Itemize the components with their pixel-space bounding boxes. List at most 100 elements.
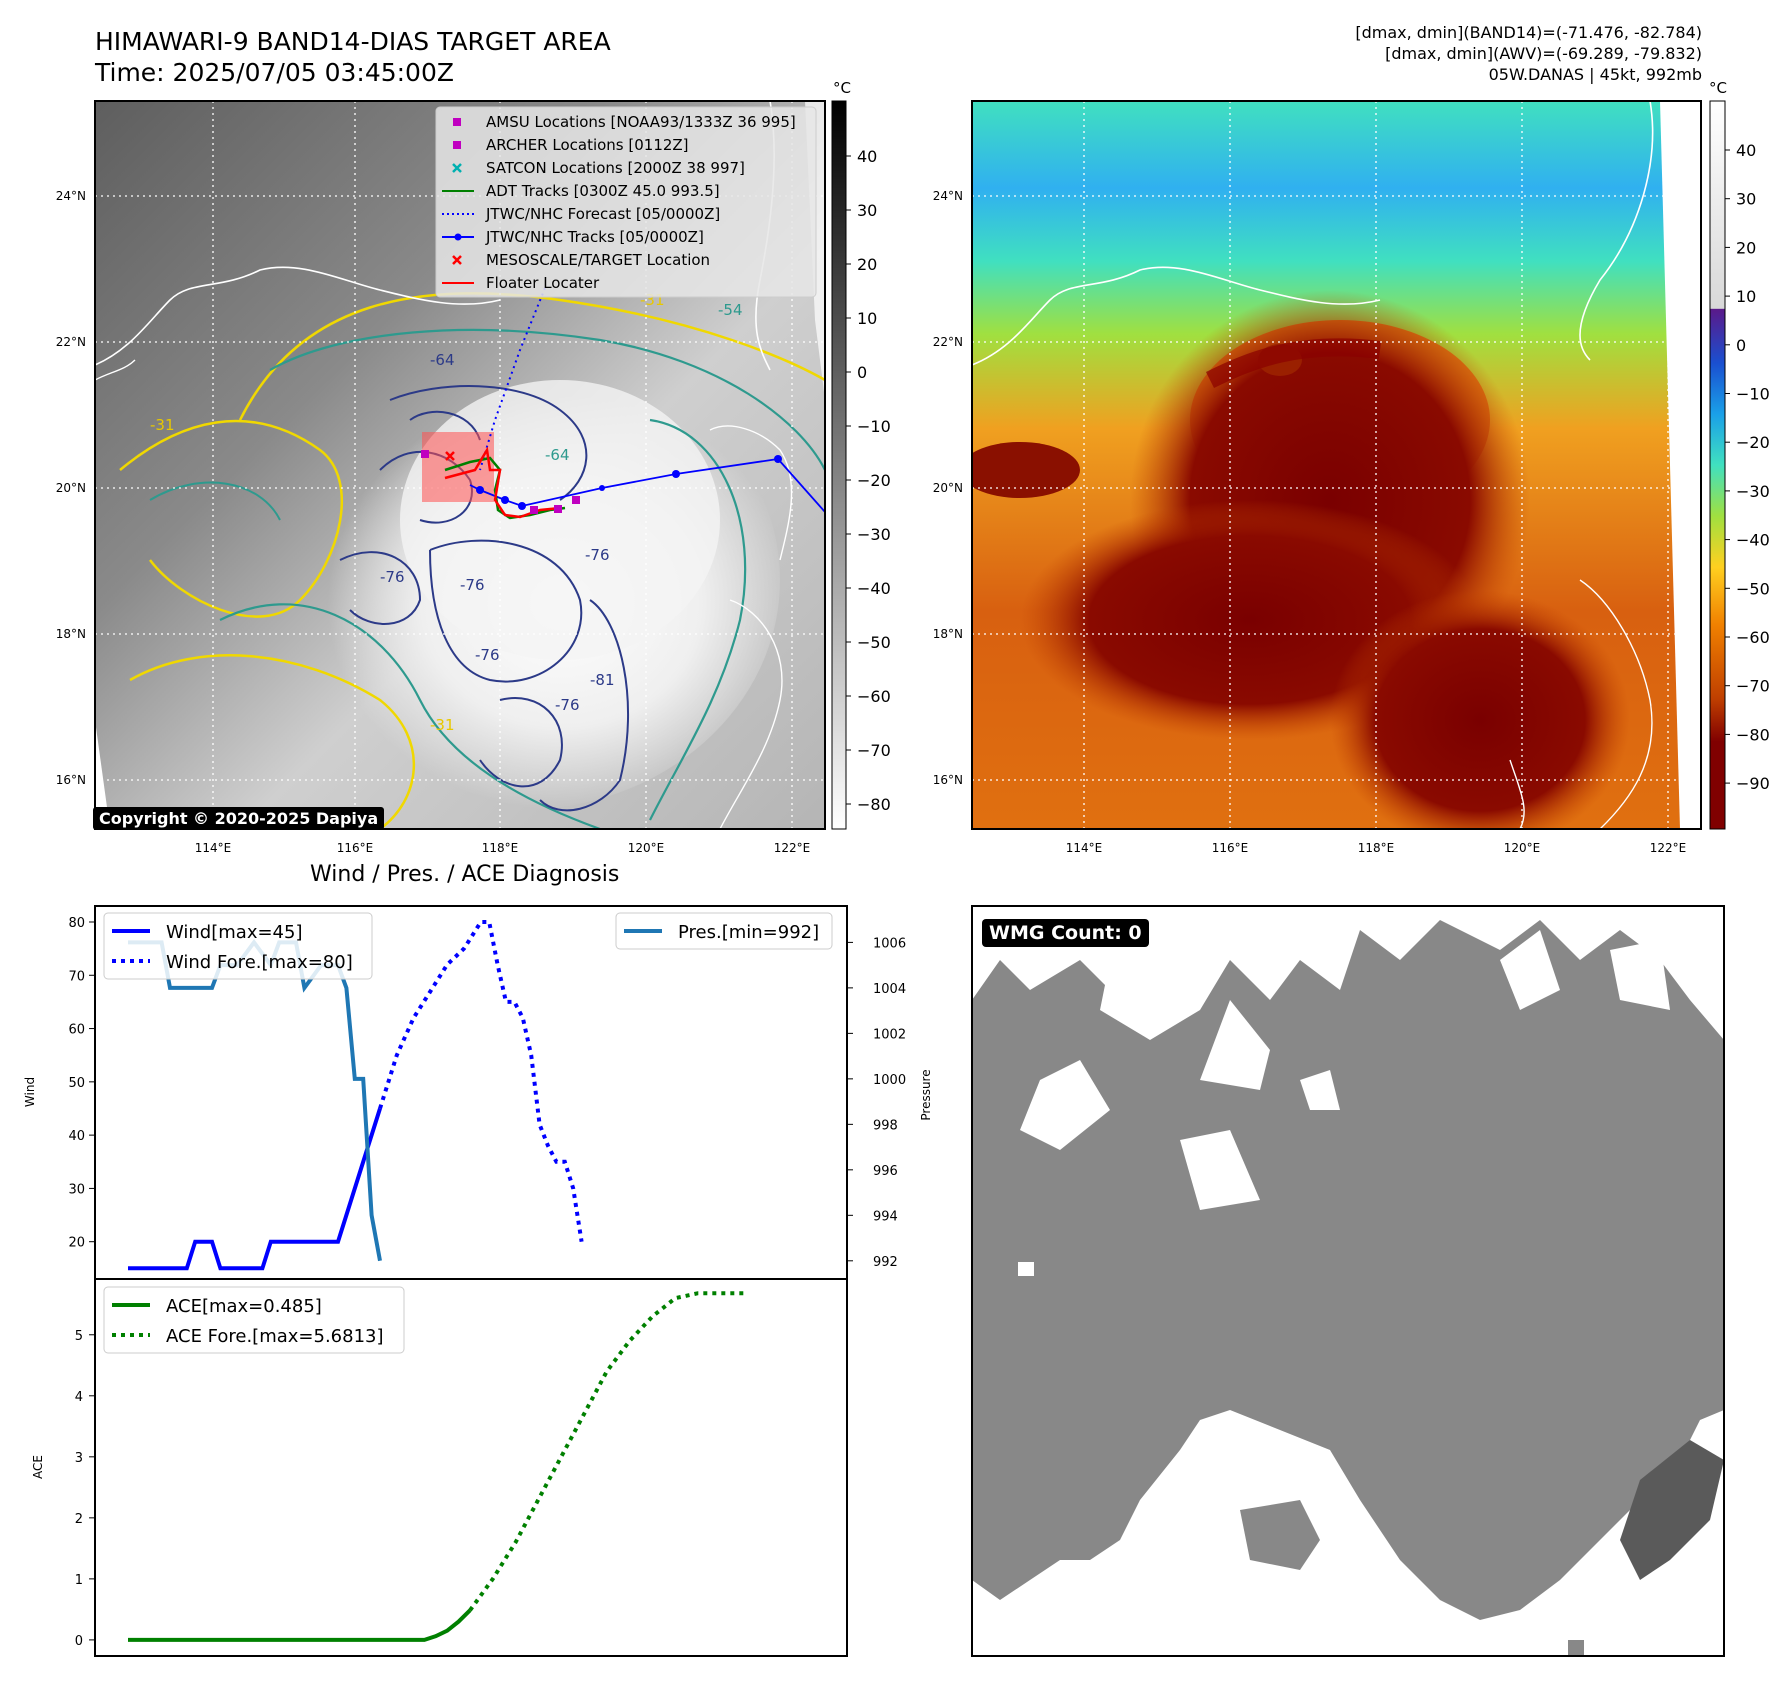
legend-item: JTWC/NHC Tracks [05/0000Z] <box>442 228 704 246</box>
lat-label: 22°N <box>56 335 86 349</box>
legend-label: ARCHER Locations [0112Z] <box>486 136 689 154</box>
ace-tick-label: 1 <box>75 1573 83 1588</box>
wind-tick-label: 50 <box>68 1076 85 1091</box>
lon-label: 120°E <box>628 841 665 855</box>
colorbar-tick-label: 0 <box>1736 336 1746 355</box>
title-line-2: Time: 2025/07/05 03:45:00Z <box>95 58 454 87</box>
lon-label: 122°E <box>774 841 811 855</box>
ace-tick-label: 2 <box>75 1512 83 1527</box>
wind-tick-label: 60 <box>68 1023 85 1038</box>
colorbar-tick-label: −30 <box>1736 482 1770 501</box>
contour-label: -64 <box>430 351 455 369</box>
ace-series-line-1 <box>468 1291 744 1612</box>
legend-marker-dot <box>454 233 462 241</box>
contour-label: -54 <box>718 301 743 319</box>
colorbar-tick-label: −10 <box>1736 385 1770 404</box>
contour-label: -76 <box>460 576 485 594</box>
legend-item: AMSU Locations [NOAA93/1333Z 36 995] <box>453 113 796 131</box>
lat-label: 16°N <box>933 773 963 787</box>
band14-map: -54 -64 -76 -76 -76 -76 -81 -31 -31 -31 … <box>56 100 826 855</box>
pressure-tick-label: 1004 <box>873 982 906 997</box>
colorbar-tick-label: 40 <box>857 147 877 166</box>
colorbar-tick-label: −50 <box>1736 579 1770 598</box>
contour-label: -81 <box>590 671 615 689</box>
legend-item: SATCON Locations [2000Z 38 997] <box>452 159 745 177</box>
legend-item: MESOSCALE/TARGET Location <box>452 251 710 269</box>
band14-colorbar: °C 40 30 20 10 0 −10 −20 −30 −40 −50 −60 −70 −80 <box>831 79 891 830</box>
colorbar-tick-label: −80 <box>857 795 891 814</box>
wind-tick-label: 40 <box>68 1129 85 1144</box>
awv-range: [dmax, dmin](AWV)=(-69.289, -79.832) <box>1385 44 1702 63</box>
wmg-count-badge: WMG Count: 0 <box>982 919 1149 947</box>
figure-title: HIMAWARI-9 BAND14-DIAS TARGET AREA Time:… <box>95 26 611 88</box>
colorbar-tick-label: 20 <box>1736 238 1756 257</box>
contour-label: -64 <box>545 446 570 464</box>
ace-tick-label: 0 <box>75 1634 83 1649</box>
colorbar-tick-label: 10 <box>857 309 877 328</box>
colorbar-tick-label: 20 <box>857 255 877 274</box>
legend-wind-forecast: Wind Fore.[max=80] <box>166 952 353 973</box>
ace-series-line-0 <box>128 1608 472 1642</box>
colorbar-unit: °C <box>1709 79 1727 97</box>
lon-label: 114°E <box>1066 841 1103 855</box>
lat-label: 20°N <box>933 481 963 495</box>
colorbar-tick-label: −70 <box>1736 677 1770 696</box>
wind-tick-label: 30 <box>68 1182 85 1197</box>
lon-label: 120°E <box>1504 841 1541 855</box>
ace-axis-label: ACE <box>31 1455 45 1479</box>
colorbar-tick-label: 30 <box>857 201 877 220</box>
pressure-tick-label: 992 <box>873 1255 898 1270</box>
lon-label: 118°E <box>1358 841 1395 855</box>
colorbar-tick-label: −90 <box>1736 774 1770 793</box>
legend-marker <box>452 255 462 265</box>
legend-marker <box>453 141 461 149</box>
awv-map: 24°N 22°N 20°N 18°N 16°N 114°E 116°E 118… <box>933 100 1702 855</box>
title-line-1: HIMAWARI-9 BAND14-DIAS TARGET AREA <box>95 27 611 56</box>
colorbar-tick-label: −20 <box>857 471 891 490</box>
contour-label: -76 <box>555 696 580 714</box>
colorbar-tick-label: −40 <box>857 579 891 598</box>
lat-label: 24°N <box>933 189 963 203</box>
colorbar-tick-label: −60 <box>857 687 891 706</box>
legend-ace: ACE[max=0.485] <box>166 1296 322 1317</box>
pressure-axis-label: Pressure <box>919 1069 933 1120</box>
contour-label: -76 <box>585 546 610 564</box>
legend-label: MESOSCALE/TARGET Location <box>486 251 710 269</box>
pressure-tick-label: 998 <box>873 1118 898 1133</box>
figure-subtitle: [dmax, dmin](BAND14)=(-71.476, -82.784) … <box>1355 22 1702 85</box>
ace-tick-label: 5 <box>75 1329 83 1344</box>
lon-label: 114°E <box>195 841 232 855</box>
wind-legend: Wind[max=45] Wind Fore.[max=80] <box>103 912 373 980</box>
legend-label: ADT Tracks [0300Z 45.0 993.5] <box>486 182 720 200</box>
colorbar-tick-label: −50 <box>857 633 891 652</box>
series-line-0 <box>128 1107 382 1271</box>
colorbar-tick-label: 30 <box>1736 190 1756 209</box>
colorbar-tick-label: −20 <box>1736 433 1770 452</box>
map-legend: AMSU Locations [NOAA93/1333Z 36 995] ARCH… <box>435 106 817 298</box>
lat-label: 22°N <box>933 335 963 349</box>
colorbar-tick-label: −10 <box>857 417 891 436</box>
wmg-panel <box>971 905 1725 1657</box>
lat-label: 24°N <box>56 189 86 203</box>
legend-label: SATCON Locations [2000Z 38 997] <box>486 159 745 177</box>
pressure-tick-label: 1000 <box>873 1073 906 1088</box>
storm-info: 05W.DANAS | 45kt, 992mb <box>1488 65 1702 84</box>
colorbar-unit: °C <box>833 79 851 97</box>
legend-item: ARCHER Locations [0112Z] <box>453 136 689 154</box>
legend-label: Floater Locater <box>486 274 600 292</box>
awv-colorbar: °C 40 30 20 10 0 −10 −20 −30 −40 −50 −60 −70 −80 −90 <box>1709 79 1770 830</box>
legend-item: Floater Locater <box>442 274 600 292</box>
lat-label: 16°N <box>56 773 86 787</box>
wind-axis-label: Wind <box>23 1077 37 1107</box>
legend-label: JTWC/NHC Tracks [05/0000Z] <box>485 228 704 246</box>
legend-marker <box>453 118 461 126</box>
colorbar-tick-label: 0 <box>857 363 867 382</box>
colorbar-tick-label: 40 <box>1736 141 1756 160</box>
lon-label: 116°E <box>1212 841 1249 855</box>
contour-label: -76 <box>475 646 500 664</box>
colorbar-tick-label: −40 <box>1736 531 1770 550</box>
band14-range: [dmax, dmin](BAND14)=(-71.476, -82.784) <box>1355 23 1702 42</box>
lat-label: 20°N <box>56 481 86 495</box>
ace-tick-label: 3 <box>75 1451 83 1466</box>
pressure-tick-label: 994 <box>873 1209 898 1224</box>
